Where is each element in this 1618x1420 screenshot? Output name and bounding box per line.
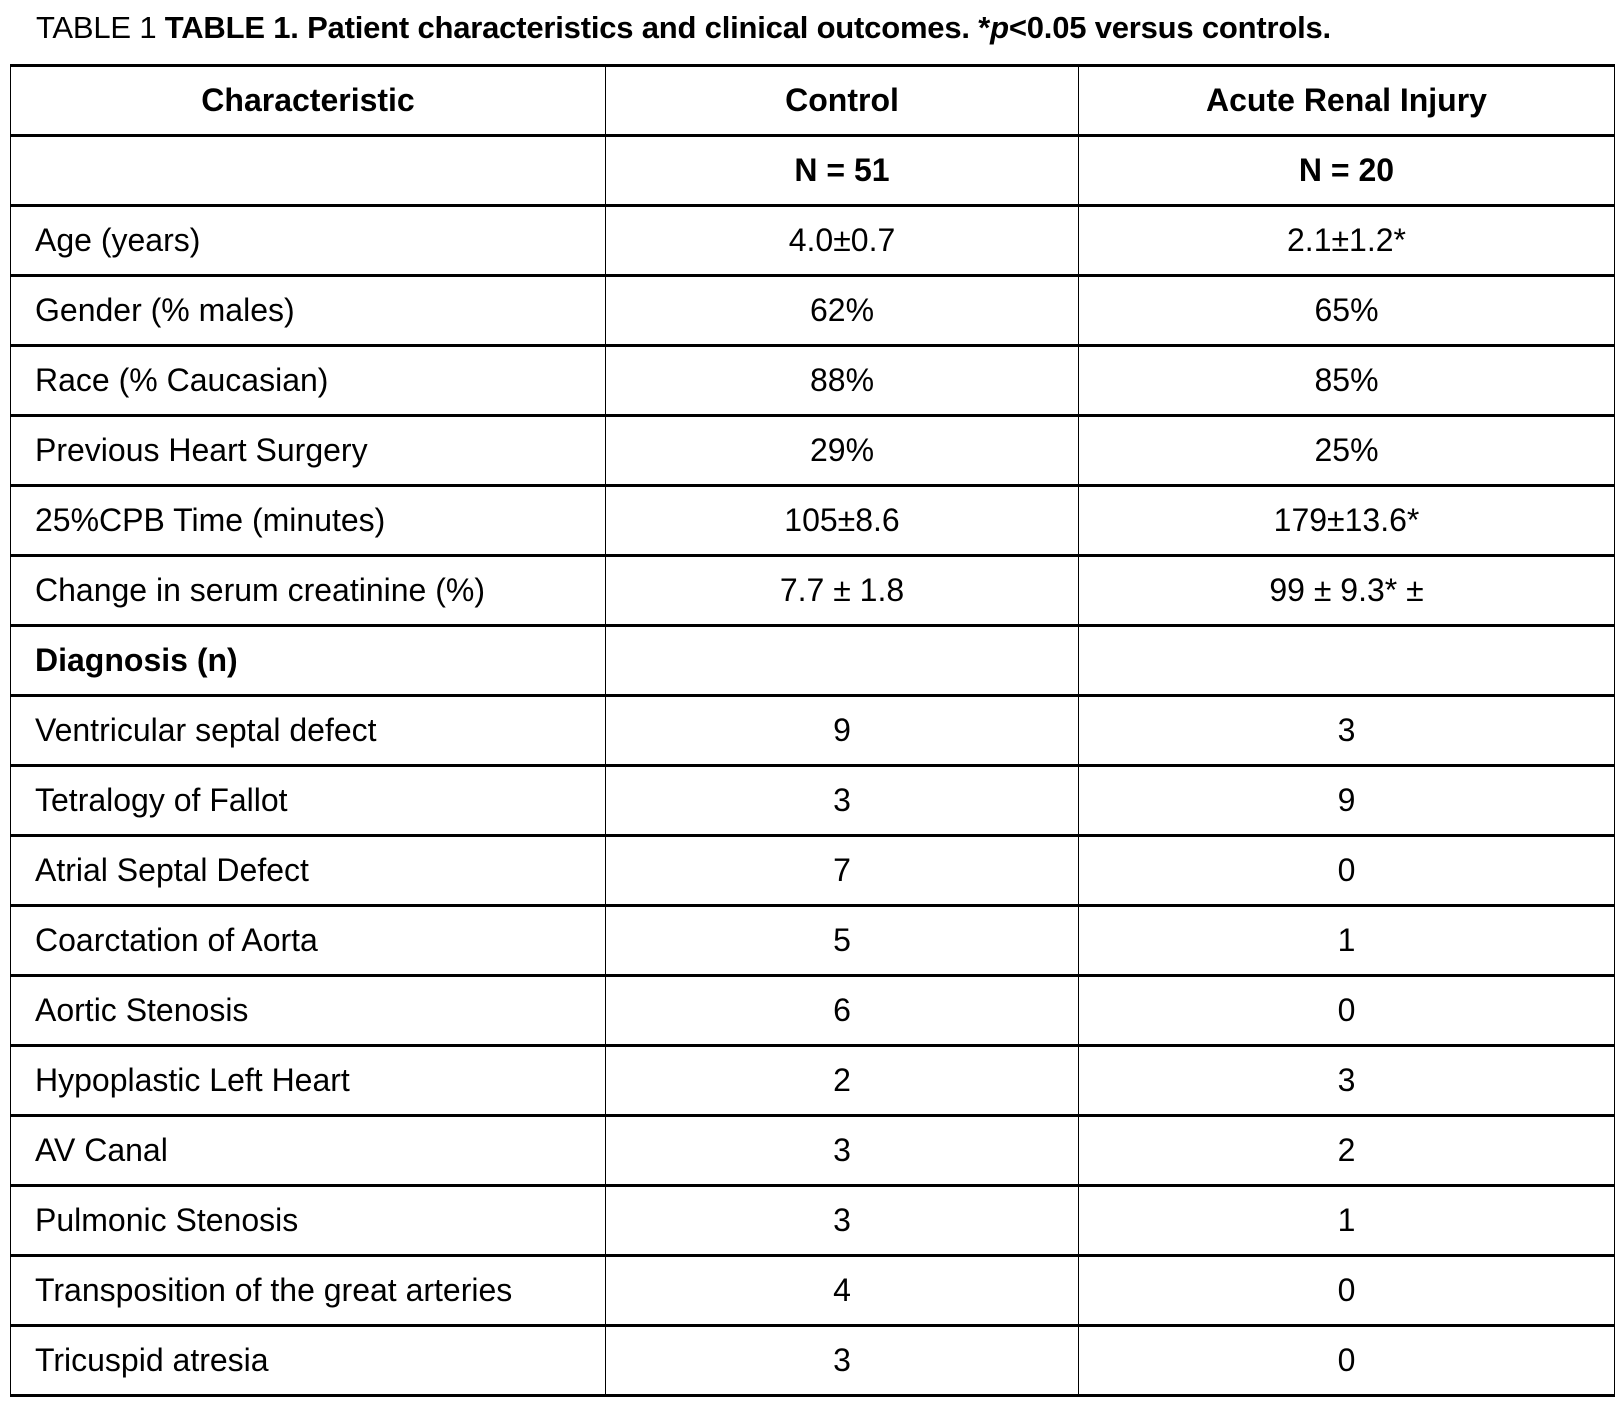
acute-renal-injury-cell: 9 xyxy=(1079,766,1615,836)
control-cell: 6 xyxy=(606,976,1079,1046)
table-row: Change in serum creatinine (%)7.7 ± 1.89… xyxy=(11,556,1615,626)
characteristic-cell: Coarctation of Aorta xyxy=(11,906,606,976)
acute-renal-injury-cell: 0 xyxy=(1079,1326,1615,1396)
control-cell: 4 xyxy=(606,1256,1079,1326)
table-row: Transposition of the great arteries40 xyxy=(11,1256,1615,1326)
acute-renal-injury-cell: 3 xyxy=(1079,1046,1615,1116)
n-row-label xyxy=(11,136,606,206)
acute-renal-injury-cell: 2 xyxy=(1079,1116,1615,1186)
acute-renal-injury-cell: 2.1±1.2* xyxy=(1079,206,1615,276)
control-cell: 62% xyxy=(606,276,1079,346)
characteristic-cell: Atrial Septal Defect xyxy=(11,836,606,906)
control-cell: 9 xyxy=(606,696,1079,766)
control-cell: 7 xyxy=(606,836,1079,906)
control-cell: 3 xyxy=(606,1186,1079,1256)
control-cell: 4.0±0.7 xyxy=(606,206,1079,276)
acute-renal-injury-cell: 0 xyxy=(1079,836,1615,906)
n-acute-renal-injury: N = 20 xyxy=(1079,136,1615,206)
caption-prefix: TABLE 1 xyxy=(36,10,165,45)
table-row: Diagnosis (n) xyxy=(11,626,1615,696)
acute-renal-injury-cell: 65% xyxy=(1079,276,1615,346)
characteristic-cell: Previous Heart Surgery xyxy=(11,416,606,486)
characteristic-cell: Age (years) xyxy=(11,206,606,276)
caption-bold-tail: <0.05 versus controls. xyxy=(1009,10,1331,45)
caption-p: p xyxy=(990,10,1009,45)
characteristic-cell: Tetralogy of Fallot xyxy=(11,766,606,836)
characteristic-cell: Pulmonic Stenosis xyxy=(11,1186,606,1256)
table-row: Tricuspid atresia30 xyxy=(11,1326,1615,1396)
n-control: N = 51 xyxy=(606,136,1079,206)
characteristic-cell: Race (% Caucasian) xyxy=(11,346,606,416)
acute-renal-injury-cell: 25% xyxy=(1079,416,1615,486)
acute-renal-injury-cell: 0 xyxy=(1079,976,1615,1046)
control-cell: 3 xyxy=(606,766,1079,836)
control-cell: 5 xyxy=(606,906,1079,976)
table-row: AV Canal32 xyxy=(11,1116,1615,1186)
control-cell xyxy=(606,626,1079,696)
control-cell: 105±8.6 xyxy=(606,486,1079,556)
characteristic-cell: Aortic Stenosis xyxy=(11,976,606,1046)
characteristic-cell: Diagnosis (n) xyxy=(11,626,606,696)
table-row: Hypoplastic Left Heart23 xyxy=(11,1046,1615,1116)
header-control: Control xyxy=(606,66,1079,136)
acute-renal-injury-cell: 85% xyxy=(1079,346,1615,416)
control-cell: 3 xyxy=(606,1326,1079,1396)
table-row: Aortic Stenosis60 xyxy=(11,976,1615,1046)
characteristic-cell: Ventricular septal defect xyxy=(11,696,606,766)
acute-renal-injury-cell: 1 xyxy=(1079,1186,1615,1256)
table-caption: TABLE 1 TABLE 1. Patient characteristics… xyxy=(36,10,1331,46)
table-row: Atrial Septal Defect70 xyxy=(11,836,1615,906)
table-row: Age (years)4.0±0.72.1±1.2* xyxy=(11,206,1615,276)
control-cell: 88% xyxy=(606,346,1079,416)
control-cell: 2 xyxy=(606,1046,1079,1116)
acute-renal-injury-cell: 179±13.6* xyxy=(1079,486,1615,556)
acute-renal-injury-cell: 99 ± 9.3* ± xyxy=(1079,556,1615,626)
acute-renal-injury-cell xyxy=(1079,626,1615,696)
table-row: Gender (% males)62%65% xyxy=(11,276,1615,346)
n-row: N = 51 N = 20 xyxy=(11,136,1615,206)
control-cell: 29% xyxy=(606,416,1079,486)
characteristic-cell: Gender (% males) xyxy=(11,276,606,346)
table-row: Race (% Caucasian)88%85% xyxy=(11,346,1615,416)
characteristic-cell: Hypoplastic Left Heart xyxy=(11,1046,606,1116)
characteristic-cell: AV Canal xyxy=(11,1116,606,1186)
table-row: Tetralogy of Fallot39 xyxy=(11,766,1615,836)
characteristic-cell: 25%CPB Time (minutes) xyxy=(11,486,606,556)
table-row: Previous Heart Surgery29%25% xyxy=(11,416,1615,486)
characteristic-cell: Change in serum creatinine (%) xyxy=(11,556,606,626)
acute-renal-injury-cell: 3 xyxy=(1079,696,1615,766)
caption-bold-lead: TABLE 1. Patient characteristics and cli… xyxy=(165,10,990,45)
acute-renal-injury-cell: 0 xyxy=(1079,1256,1615,1326)
header-row: Characteristic Control Acute Renal Injur… xyxy=(11,66,1615,136)
characteristic-cell: Transposition of the great arteries xyxy=(11,1256,606,1326)
table-row: Coarctation of Aorta51 xyxy=(11,906,1615,976)
table-row: Ventricular septal defect93 xyxy=(11,696,1615,766)
characteristic-cell: Tricuspid atresia xyxy=(11,1326,606,1396)
header-acute-renal-injury: Acute Renal Injury xyxy=(1079,66,1615,136)
header-characteristic: Characteristic xyxy=(11,66,606,136)
control-cell: 7.7 ± 1.8 xyxy=(606,556,1079,626)
table-row: Pulmonic Stenosis31 xyxy=(11,1186,1615,1256)
patient-characteristics-table: Characteristic Control Acute Renal Injur… xyxy=(10,64,1615,1397)
acute-renal-injury-cell: 1 xyxy=(1079,906,1615,976)
control-cell: 3 xyxy=(606,1116,1079,1186)
table-row: 25%CPB Time (minutes)105±8.6179±13.6* xyxy=(11,486,1615,556)
